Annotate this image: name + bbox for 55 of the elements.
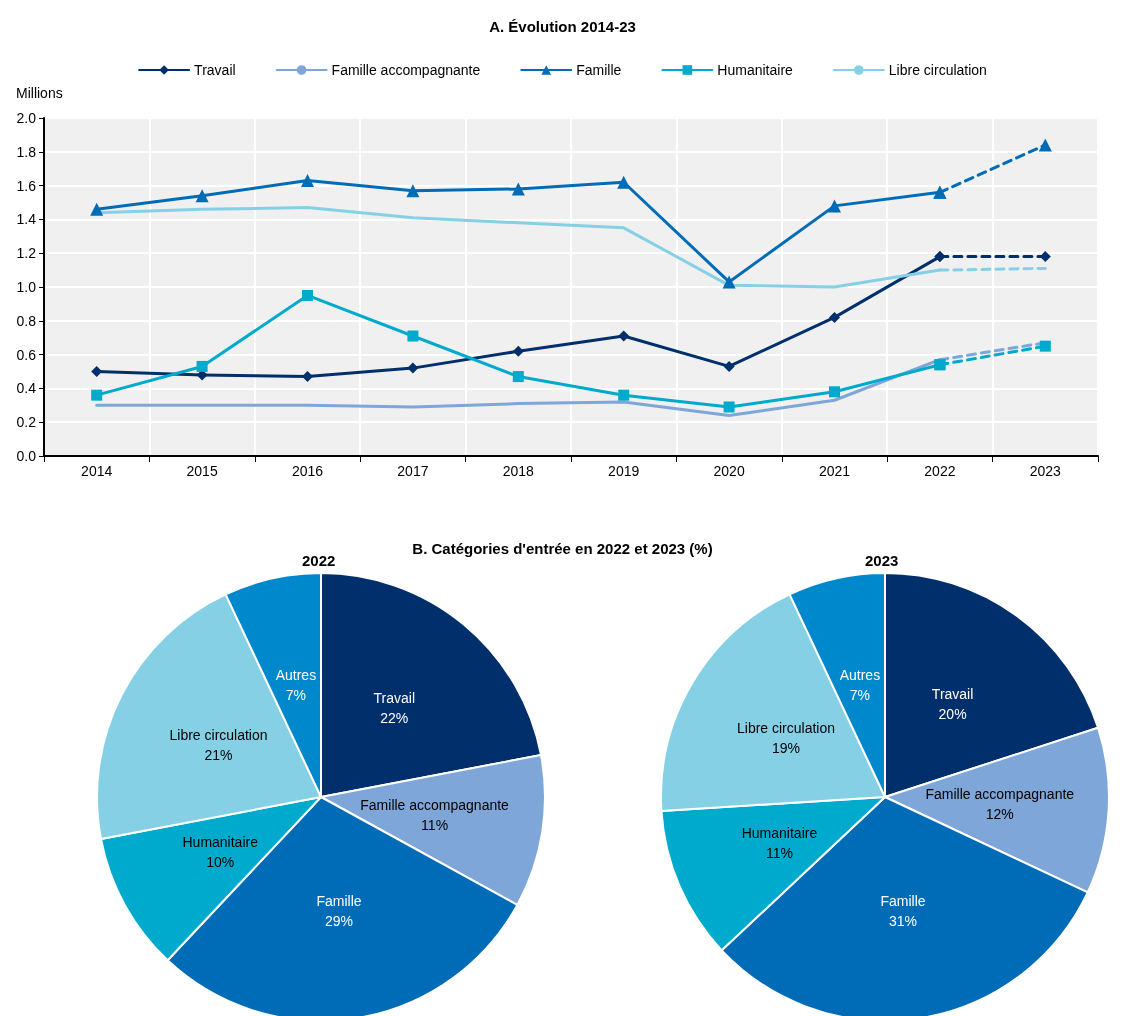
y-tick-label: 0.8 xyxy=(16,312,37,329)
x-tick-label: 2017 xyxy=(397,463,429,479)
data-label: 19% xyxy=(772,740,801,757)
chart-subtitle: 2022 xyxy=(302,552,336,569)
x-tick-label: 2014 xyxy=(81,463,113,479)
y-tick-label: 1.6 xyxy=(16,177,37,194)
slice-label: Libre circulation xyxy=(169,726,268,743)
slice-label: Humanitaire xyxy=(741,824,818,841)
x-tick-label: 2016 xyxy=(291,463,324,479)
x-tick-label: 2021 xyxy=(818,463,851,479)
y-tick-label: 1.8 xyxy=(16,143,37,160)
data-label: 29% xyxy=(324,912,354,929)
data-label: 11% xyxy=(765,844,793,861)
x-tick-label: 2018 xyxy=(502,463,535,479)
data-label: 12% xyxy=(985,806,1014,823)
y-tick-label: 2.0 xyxy=(16,110,37,126)
legend-label: Libre circulation xyxy=(888,62,987,78)
legend-label: Famille accompagnante xyxy=(331,62,481,78)
data-label: 11% xyxy=(421,816,449,833)
x-tick-label: 2015 xyxy=(186,463,218,479)
x-tick-label: 2023 xyxy=(1029,463,1062,479)
chart-title: 2023 xyxy=(865,552,899,569)
x-tick-label: 2019 xyxy=(608,463,640,479)
data-label: 7% xyxy=(285,686,307,703)
y-tick-label: 0.4 xyxy=(16,380,37,397)
data-label: 20% xyxy=(938,705,967,722)
y-axis-title: Millions xyxy=(16,85,63,101)
data-label: 10% xyxy=(206,854,235,871)
y-tick-label: 0.0 xyxy=(16,448,37,464)
slice-label: Autres xyxy=(839,666,881,683)
y-tick-label: 1.0 xyxy=(16,279,37,295)
slice-label: Travail xyxy=(373,690,416,707)
legend-label: Famille xyxy=(576,62,622,78)
y-tick-label: 1.2 xyxy=(16,245,37,262)
legend-label: Humanitaire xyxy=(717,62,794,78)
x-tick-label: 2020 xyxy=(713,463,745,479)
slice-label: Autres xyxy=(275,666,317,683)
slice-label: Humanitaire xyxy=(182,834,259,851)
y-tick-label: 0.6 xyxy=(16,346,37,363)
legend-label: Travail xyxy=(194,62,236,78)
slice-label: Famille accompagnante xyxy=(925,786,1075,803)
y-tick-label: 1.4 xyxy=(16,211,37,228)
slice-label: Famille xyxy=(880,892,926,909)
slice-label: Famille xyxy=(316,892,362,909)
data-label: 22% xyxy=(380,710,409,727)
chart-title: B. Catégories d'entrée en 2022 et 2023 (%) xyxy=(412,540,713,557)
data-label: 31% xyxy=(888,912,918,929)
y-tick-label: 0.2 xyxy=(16,414,37,431)
x-tick-label: 2022 xyxy=(924,463,956,479)
slice-label: Famille accompagnante xyxy=(360,796,510,813)
data-label: 7% xyxy=(849,686,871,703)
chart-title: A. Évolution 2014-23 xyxy=(489,18,636,35)
slice-label: Libre circulation xyxy=(736,720,836,737)
slice-label: Travail xyxy=(931,685,974,702)
data-label: 21% xyxy=(204,746,233,763)
